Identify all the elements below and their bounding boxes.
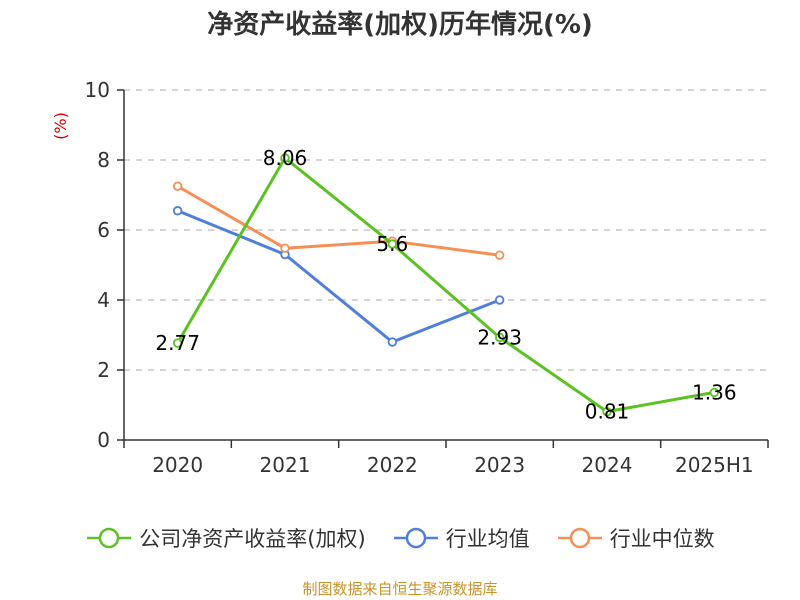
x-tick-label: 2022 — [367, 453, 418, 477]
legend-line-circle-icon — [87, 527, 132, 549]
data-label: 1.36 — [692, 380, 737, 404]
legend-label: 行业均值 — [445, 527, 530, 551]
series-line — [176, 184, 500, 257]
data-point — [172, 338, 183, 348]
series-line — [177, 209, 501, 344]
legend: 公司净资产收益率(加权) 行业均值 行业中位数 — [0, 520, 800, 556]
data-point — [280, 243, 290, 253]
data-label: 2.93 — [477, 325, 522, 349]
data-labels: 2.77 8.06 5.6 2.93 0.81 1.36 — [155, 146, 736, 424]
data-point — [494, 250, 505, 260]
x-tick-label: 2021 — [260, 453, 311, 477]
data-point — [172, 181, 183, 191]
data-label: 0.81 — [585, 400, 630, 424]
data-point — [602, 406, 612, 417]
x-tick-label: 2020 — [152, 453, 203, 477]
axes: 0 2 4 6 8 10 2020 2021 2022 2023 2024 2025H1 — [85, 78, 769, 477]
data-point — [494, 332, 505, 343]
legend-item[interactable]: 行业均值 — [392, 523, 530, 553]
x-tick-label: 2025H1 — [675, 453, 754, 477]
data-point — [709, 387, 720, 398]
source-note: 制图数据来自恒生聚源数据库 — [302, 580, 498, 598]
y-axis-unit-label: (%) — [51, 112, 70, 140]
chart-title: 净资产收益率(加权)历年情况(%) — [207, 10, 593, 40]
legend-item[interactable]: 行业中位数 — [556, 523, 715, 553]
y-tick-label: 0 — [97, 428, 110, 452]
grid-lines — [124, 89, 768, 371]
legend-marker — [405, 527, 426, 549]
data-point — [172, 206, 183, 216]
data-label: 2.77 — [155, 331, 200, 355]
line-chart: 0 2 4 6 8 10 2020 2021 2022 2023 2024 2025H1 (%) 2.… — [51, 78, 769, 477]
x-tick-label: 2023 — [474, 453, 525, 477]
data-point — [387, 239, 398, 249]
y-tick-label: 6 — [97, 218, 110, 242]
legend-item[interactable]: 公司净资产收益率(加权) — [85, 523, 366, 553]
legend-label: 公司净资产收益率(加权) — [139, 527, 366, 551]
legend-marker — [569, 527, 590, 549]
y-tick-label: 2 — [97, 358, 110, 382]
legend-marker — [99, 527, 120, 549]
data-point — [280, 153, 290, 163]
x-tick-label: 2024 — [582, 453, 633, 477]
legend-line-circle-icon — [393, 527, 438, 549]
legend-label: 行业中位数 — [609, 527, 715, 551]
series-group — [172, 153, 720, 417]
legend-line-circle-icon — [557, 527, 602, 549]
y-tick-label: 8 — [97, 148, 110, 172]
y-tick-label: 10 — [85, 78, 110, 102]
y-tick-label: 4 — [97, 288, 110, 312]
data-label: 8.06 — [263, 146, 308, 170]
data-label: 5.6 — [376, 232, 408, 256]
series-line — [176, 156, 715, 414]
data-point — [494, 295, 505, 305]
data-point — [387, 337, 398, 347]
